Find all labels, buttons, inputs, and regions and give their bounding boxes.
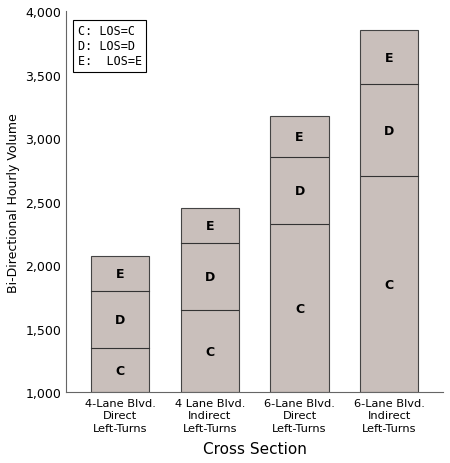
Text: E: E xyxy=(295,131,304,144)
Bar xyxy=(91,256,149,393)
X-axis label: Cross Section: Cross Section xyxy=(202,441,306,456)
Bar xyxy=(270,117,328,393)
Text: D: D xyxy=(294,185,305,198)
Text: E: E xyxy=(116,267,124,280)
Text: D: D xyxy=(205,270,215,283)
Text: E: E xyxy=(206,219,214,232)
Text: D: D xyxy=(115,313,125,326)
Y-axis label: Bi-Directional Hourly Volume: Bi-Directional Hourly Volume xyxy=(7,113,20,292)
Text: D: D xyxy=(384,125,394,138)
Text: C: C xyxy=(295,302,304,315)
Bar xyxy=(360,31,418,393)
Text: C: LOS=C
D: LOS=D
E:  LOS=E: C: LOS=C D: LOS=D E: LOS=E xyxy=(77,25,142,68)
Text: C: C xyxy=(385,278,394,291)
Text: C: C xyxy=(116,364,125,377)
Text: C: C xyxy=(205,345,214,358)
Bar xyxy=(180,208,239,393)
Text: E: E xyxy=(385,51,393,64)
